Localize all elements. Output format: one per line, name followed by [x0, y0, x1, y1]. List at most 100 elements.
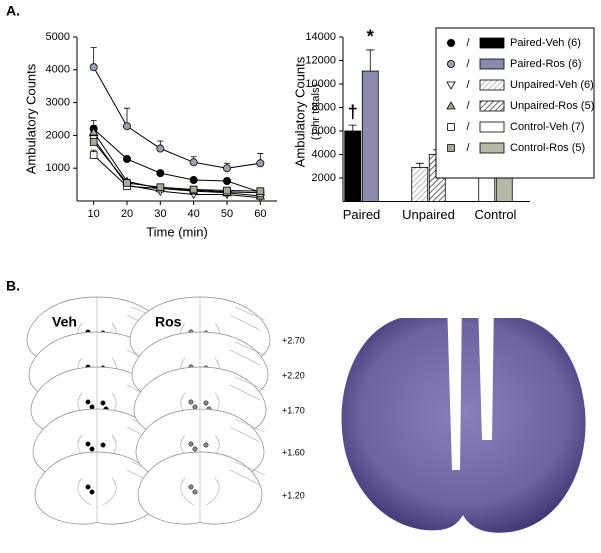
x-tick-label: Paired — [343, 207, 381, 222]
error-bar — [348, 124, 357, 131]
atlas-site — [192, 489, 198, 495]
level-label: +2.20 — [282, 370, 305, 380]
y-axis-label: Ambulatory Counts — [292, 56, 307, 167]
atlas-site — [85, 441, 91, 447]
atlas-detail — [77, 367, 163, 438]
legend-swatch — [479, 121, 505, 133]
legend-marker — [446, 81, 456, 90]
legend-marker — [446, 60, 455, 69]
x-tick-label: Control — [475, 207, 517, 222]
data-point — [222, 164, 231, 173]
data-point — [88, 127, 99, 136]
atlas-site — [89, 489, 95, 495]
histology-photo — [341, 300, 586, 533]
data-point — [156, 144, 165, 153]
legend-swatch — [479, 79, 505, 91]
slot — [478, 300, 494, 440]
panel-label: B. — [6, 278, 20, 294]
data-point — [256, 159, 265, 168]
data-point — [156, 183, 165, 192]
legend-separator: / — [466, 79, 470, 91]
x-tick-label: 40 — [188, 208, 200, 220]
series-line — [93, 154, 261, 194]
y-tick-label: 4000 — [312, 148, 336, 160]
tissue — [341, 318, 586, 533]
data-point — [89, 63, 98, 72]
legend-box — [435, 27, 595, 179]
legend-marker — [447, 144, 455, 152]
y-tick-label: 8000 — [312, 101, 336, 113]
x-tick-label: 30 — [154, 208, 166, 220]
atlas-site — [85, 399, 91, 405]
atlas-site — [89, 446, 95, 452]
atlas-site — [100, 442, 106, 448]
atlas-site — [188, 484, 194, 490]
data-point — [189, 176, 198, 185]
annotation: * — [367, 27, 374, 47]
legend-swatch — [479, 58, 505, 70]
legend-separator: / — [466, 58, 470, 70]
y-tick-label: 14000 — [305, 31, 336, 43]
legend-swatch — [479, 100, 505, 112]
data-point — [89, 138, 98, 146]
level-label: +1.70 — [282, 405, 305, 415]
series-line — [93, 128, 261, 193]
y-tick-label: 3000 — [46, 97, 70, 109]
y-tick-label: 5000 — [46, 31, 70, 43]
data-point — [156, 169, 165, 178]
error-bar — [366, 49, 375, 72]
atlas-detail — [180, 409, 266, 480]
legend-label: Unpaired-Ros (5) — [510, 100, 594, 112]
data-point — [123, 179, 131, 187]
legend-separator: / — [466, 121, 470, 133]
atlas-label: Ros — [155, 314, 182, 330]
x-tick-label: 50 — [221, 208, 233, 220]
series-line — [93, 131, 261, 197]
atlas-site — [203, 400, 209, 406]
y-tick-label: 2000 — [46, 129, 70, 141]
y-tick-label: 2000 — [312, 172, 336, 184]
x-tick-label: Unpaired — [402, 207, 455, 222]
atlas-detail — [77, 409, 163, 480]
data-point — [189, 158, 198, 167]
atlas-site — [188, 441, 194, 447]
atlas-site — [188, 399, 194, 405]
level-label: +1.20 — [282, 490, 305, 500]
y-axis-label: (1-hr totals) — [310, 84, 322, 140]
atlas-label: Veh — [52, 314, 77, 330]
x-tick-label: 20 — [121, 208, 133, 220]
y-tick-label: 10000 — [305, 78, 336, 90]
bar — [411, 167, 429, 202]
atlas: Veh Ros +2.70 +2.20 +1.70 +1.60 +1.20 — [26, 296, 305, 525]
x-tick-label: 60 — [254, 208, 266, 220]
atlas-site — [89, 404, 95, 410]
atlas-site — [100, 400, 106, 406]
x-tick-label: 10 — [88, 208, 100, 220]
series-line — [93, 141, 261, 192]
series-line — [93, 138, 261, 199]
legend-label: Unpaired-Veh (6) — [510, 79, 594, 91]
data-point — [189, 185, 198, 194]
data-point — [89, 151, 98, 159]
error-bar — [415, 162, 424, 168]
legend-marker — [446, 39, 455, 48]
y-tick-label: 6000 — [312, 125, 336, 137]
atlas-site — [192, 404, 198, 410]
legend-label: Control-Veh (7) — [510, 121, 585, 133]
atlas-site — [85, 484, 91, 490]
level-label: +2.70 — [282, 335, 305, 345]
atlas-detail — [180, 452, 266, 523]
data-point — [123, 155, 132, 164]
x-axis-label: Time (min) — [146, 224, 208, 239]
atlas-detail — [77, 452, 163, 523]
legend-marker — [447, 123, 455, 131]
legend-swatch — [479, 142, 505, 154]
y-tick-label: 12000 — [305, 54, 336, 66]
data-point — [123, 122, 132, 131]
data-point — [222, 176, 231, 185]
legend-label: Control-Ros (5) — [510, 142, 585, 154]
bar — [344, 130, 362, 202]
data-point — [256, 187, 265, 195]
annotation: † — [348, 102, 358, 122]
